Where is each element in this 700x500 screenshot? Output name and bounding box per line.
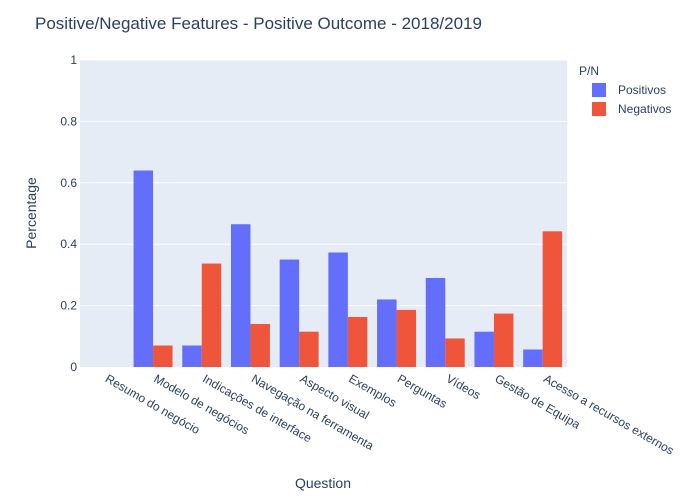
legend-label-positivos[interactable]: Positivos: [618, 83, 666, 97]
y-tick-label: 1: [70, 53, 77, 67]
legend-swatch-positivos[interactable]: [592, 83, 606, 97]
y-tick-labels: 0 0.2 0.4 0.6 0.8 1: [60, 53, 77, 374]
bar-positivos-4[interactable]: [279, 259, 300, 367]
bar-negativos-9[interactable]: [542, 231, 563, 367]
bar-positivos-6[interactable]: [377, 299, 397, 367]
x-axis-title: Question: [295, 475, 351, 491]
bar-negativos-1[interactable]: [153, 345, 173, 367]
bar-negativos-4[interactable]: [299, 331, 319, 367]
bar-negativos-3[interactable]: [250, 324, 270, 367]
bar-negativos-8[interactable]: [493, 313, 514, 367]
bar-negativos-7[interactable]: [445, 338, 465, 367]
y-tick-label: 0.2: [60, 299, 77, 313]
x-tick-label: Perguntas: [395, 371, 449, 410]
legend-title: P/N: [579, 64, 599, 78]
legend[interactable]: P/N Positivos Negativos: [579, 64, 671, 116]
y-tick-label: 0: [70, 360, 77, 374]
y-tick-label: 0.6: [60, 176, 77, 190]
bar-negativos-6[interactable]: [396, 309, 417, 367]
bar-negativos-2[interactable]: [201, 263, 222, 367]
chart-title: Positive/Negative Features - Positive Ou…: [35, 14, 482, 33]
legend-label-negativos[interactable]: Negativos: [618, 102, 671, 116]
bar-negativos-5[interactable]: [347, 316, 368, 367]
plot-area: [80, 60, 567, 367]
x-tick-label: Gestão de Equipa: [492, 371, 582, 431]
bar-positivos-2[interactable]: [182, 345, 202, 367]
bar-positivos-1[interactable]: [133, 170, 154, 367]
y-tick-label: 0.4: [60, 237, 77, 251]
gridlines: [80, 59, 567, 307]
bar-positivos-7[interactable]: [425, 277, 446, 367]
x-tick-label: Vídeos: [444, 371, 483, 402]
y-tick-label: 0.8: [60, 114, 77, 128]
bars: [133, 170, 563, 367]
legend-swatch-negativos[interactable]: [592, 102, 606, 116]
bar-positivos-5[interactable]: [328, 252, 348, 367]
y-axis-title: Percentage: [23, 177, 39, 249]
bar-positivos-3[interactable]: [230, 224, 251, 367]
bar-positivos-8[interactable]: [474, 331, 494, 367]
bar-positivos-9[interactable]: [523, 349, 543, 367]
